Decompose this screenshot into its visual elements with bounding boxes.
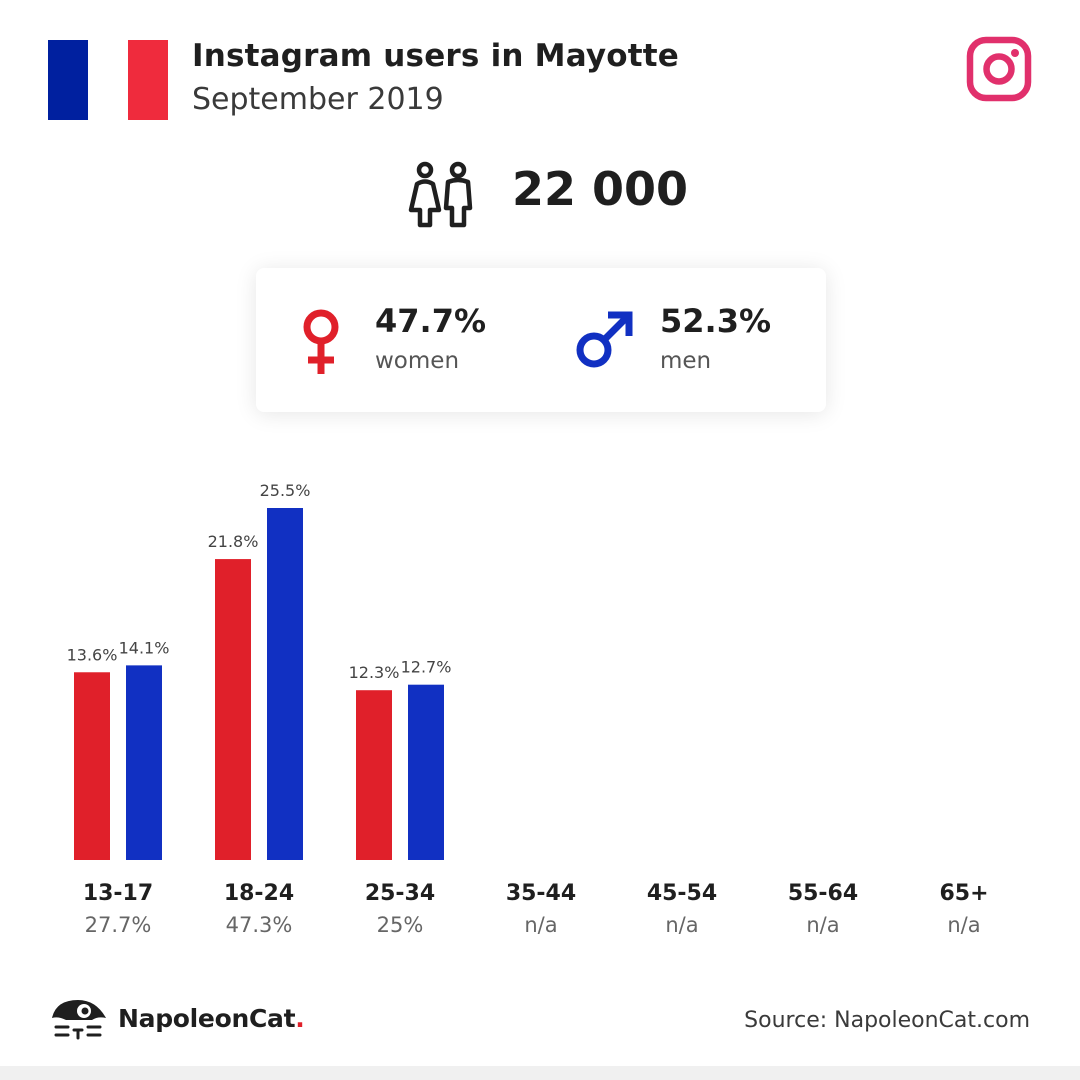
men-label: men [660, 348, 712, 374]
category-total: n/a [524, 913, 557, 937]
country-flag [48, 40, 168, 120]
flag-stripe-red [128, 40, 168, 120]
brand-dot: . [295, 1004, 305, 1033]
category-label: 25-34 [365, 881, 435, 906]
bar [215, 559, 251, 860]
bar-value-label: 12.7% [401, 658, 452, 677]
category-total: n/a [947, 913, 980, 937]
category-label: 13-17 [83, 881, 153, 906]
bar-value-label: 12.3% [349, 663, 400, 682]
category-label: 55-64 [788, 881, 858, 906]
bar [267, 508, 303, 860]
flag-stripe-white [88, 40, 128, 120]
bottom-strip [0, 1066, 1080, 1080]
napoleoncat-logo [52, 1000, 106, 1040]
page-subtitle: September 2019 [192, 82, 444, 117]
women-percentage: 47.7% [375, 302, 487, 340]
age-gender-bar-chart: 13.6% 14.1% 13-17 27.7% 21.8% 25.5% 18-24 47.3%… [67, 481, 989, 937]
category-label: 35-44 [506, 881, 576, 906]
women-label: women [375, 348, 460, 374]
instagram-icon [966, 36, 1032, 102]
bar-value-label: 13.6% [67, 645, 118, 664]
category-label: 45-54 [647, 881, 717, 906]
page-title: Instagram users in Mayotte [192, 38, 680, 74]
brand-text: NapoleonCat [118, 1004, 296, 1033]
bar [126, 665, 162, 860]
category-label: 65+ [939, 881, 988, 906]
category-total: 47.3% [226, 913, 293, 937]
bar [74, 672, 110, 860]
bar [356, 690, 392, 860]
category-total: n/a [806, 913, 839, 937]
men-percentage: 52.3% [660, 302, 772, 340]
brand-name: NapoleonCat. [118, 1004, 305, 1033]
users-icon [408, 161, 473, 228]
category-total: 27.7% [85, 913, 152, 937]
category-total: n/a [665, 913, 698, 937]
total-users: 22 000 [512, 162, 689, 216]
male-symbol-icon [576, 311, 633, 368]
bar-value-label: 14.1% [119, 638, 170, 657]
gender-card: 47.7% women 52.3% men [256, 268, 826, 412]
bar-value-label: 21.8% [208, 532, 259, 551]
bar [408, 684, 444, 860]
flag-stripe-blue [48, 40, 88, 120]
category-label: 18-24 [224, 881, 294, 906]
source-text: Source: NapoleonCat.com [744, 1008, 1030, 1033]
female-symbol-icon [303, 309, 339, 374]
category-total: 25% [377, 913, 424, 937]
bar-value-label: 25.5% [260, 481, 311, 500]
